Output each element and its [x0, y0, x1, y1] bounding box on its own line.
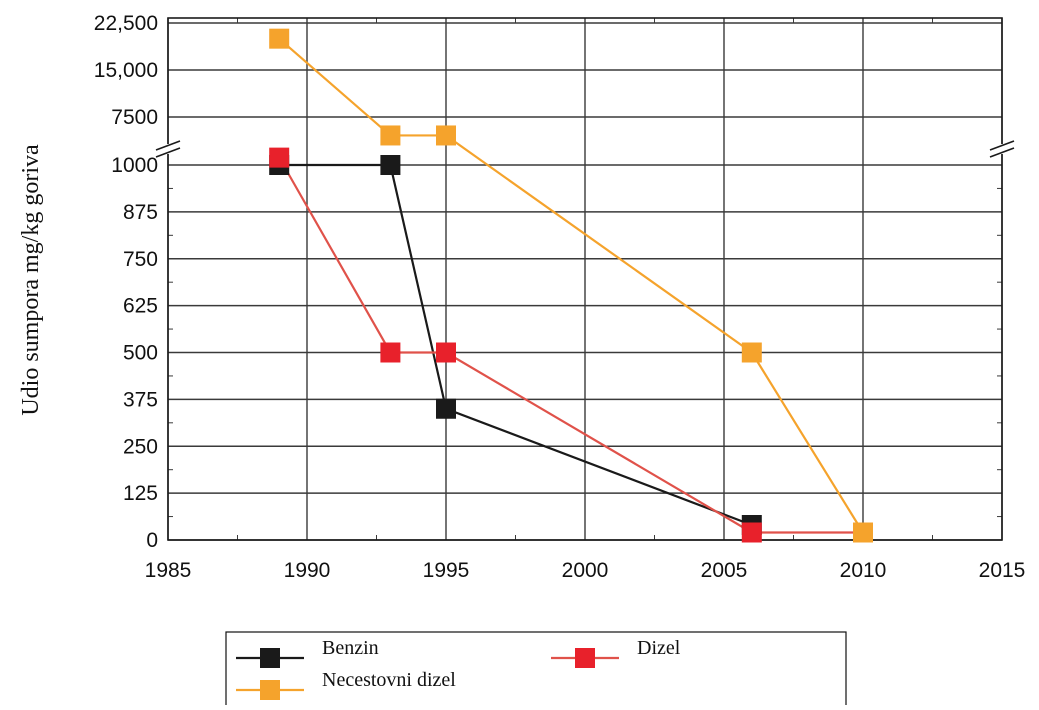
y-tick-label: 375: [123, 388, 158, 411]
x-tick-label: 2000: [562, 559, 609, 582]
y-tick-label: 250: [123, 435, 158, 458]
data-point-1-3: [741, 522, 762, 543]
y-tick-label: 125: [123, 482, 158, 505]
y-tick-label: 7500: [111, 106, 158, 129]
series-line-0: [279, 163, 753, 527]
data-point-1-1: [380, 342, 401, 363]
axis-break-gap: [156, 144, 180, 154]
x-tick-label: 2015: [979, 559, 1026, 582]
data-point-0-1: [380, 155, 401, 175]
legend-label-1: Dizel: [637, 637, 681, 659]
y-axis-label: Udio sumpora mg/kg goriva: [18, 144, 44, 416]
y-tick-label: 500: [123, 342, 158, 365]
data-point-1-2: [436, 342, 456, 363]
data-point-2-4: [853, 522, 873, 543]
data-point-0-2: [436, 398, 456, 419]
plot-frame: [167, 17, 1003, 541]
series-line-2: [278, 37, 864, 534]
data-point-2-1: [380, 125, 401, 146]
y-tick-label: 875: [123, 201, 158, 224]
y-tick-label: 750: [123, 248, 158, 271]
axis-break-mark: [989, 147, 1015, 158]
legend-marker-0: [260, 648, 280, 668]
legend-label-0: Benzin: [322, 637, 379, 659]
axis-break-mark: [155, 147, 181, 158]
legend-label-2: Necestovni dizel: [322, 669, 456, 691]
axis-break-mark: [155, 140, 181, 151]
x-tick-label: 2010: [840, 559, 887, 582]
series-line-1: [278, 157, 863, 534]
y-tick-label: 0: [146, 529, 158, 552]
x-tick-label: 2005: [701, 559, 748, 582]
y-tick-label: 22,500: [94, 12, 158, 35]
legend-marker-2: [260, 680, 280, 700]
legend-marker-1: [575, 648, 595, 668]
x-tick-label: 1995: [423, 559, 470, 582]
y-tick-label: 15,000: [94, 59, 158, 82]
data-point-2-2: [436, 125, 456, 146]
data-point-1-0: [269, 147, 290, 168]
x-tick-label: 1985: [145, 559, 192, 582]
data-point-2-0: [269, 28, 290, 49]
legend-box: [225, 631, 847, 710]
data-point-2-3: [741, 342, 762, 363]
x-tick-label: 1990: [284, 559, 331, 582]
y-tick-label: 1000: [111, 154, 158, 177]
axis-break-mark: [989, 140, 1015, 151]
y-tick-label: 625: [123, 295, 158, 318]
axis-break-gap: [990, 144, 1014, 154]
